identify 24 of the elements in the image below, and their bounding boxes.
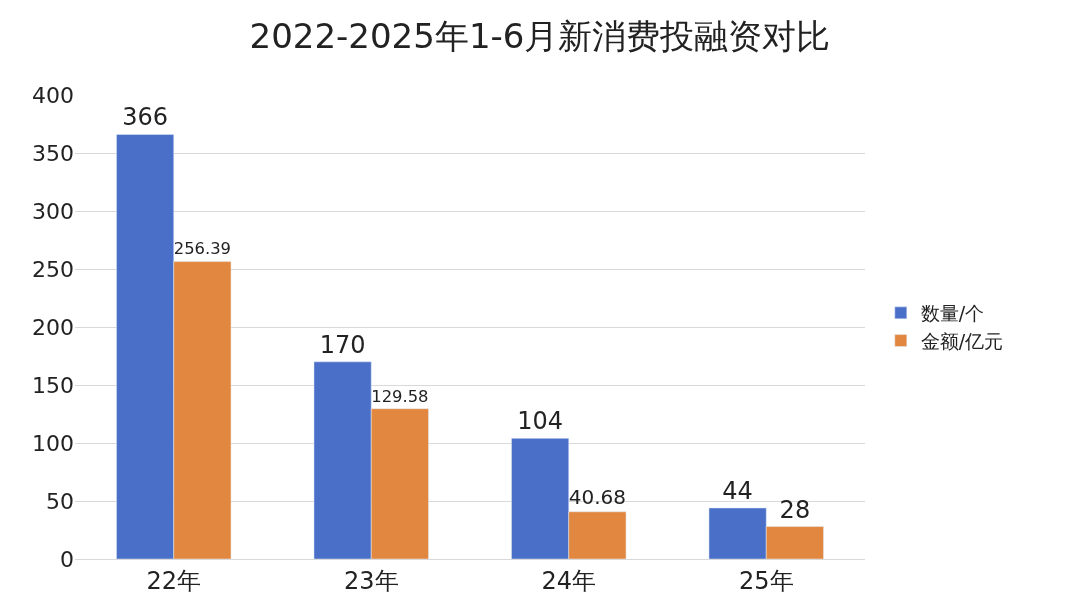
y-tick-label: 300 (32, 198, 74, 224)
data-label: 170 (319, 330, 366, 359)
y-tick-label: 200 (32, 314, 74, 340)
data-label: 28 (779, 495, 811, 524)
y-tick-label: 350 (32, 140, 74, 166)
y-tick-label: 50 (46, 488, 74, 514)
data-label: 129.58 (371, 386, 429, 406)
data-label: 366 (122, 103, 169, 132)
data-label: 104 (517, 407, 564, 436)
y-tick-label: 150 (32, 372, 74, 398)
x-tick-label: 23年 (343, 566, 399, 595)
legend-label: 数量/个 (920, 302, 985, 325)
data-label: 44 (722, 476, 753, 505)
x-tick-label: 22年 (146, 566, 202, 595)
y-tick-label: 0 (60, 546, 74, 572)
y-tick-label: 250 (32, 256, 74, 282)
y-tick-label: 400 (32, 82, 74, 108)
chart-title: 2022-2025年1-6月新消费投融资对比 (249, 16, 831, 57)
x-tick-label: 25年 (738, 566, 794, 595)
x-tick-label: 24年 (541, 566, 597, 595)
y-tick-label: 100 (32, 430, 74, 456)
legend-label: 金额/亿元 (920, 329, 1004, 352)
data-label: 256.39 (173, 239, 232, 259)
data-label: 40.68 (568, 484, 627, 509)
